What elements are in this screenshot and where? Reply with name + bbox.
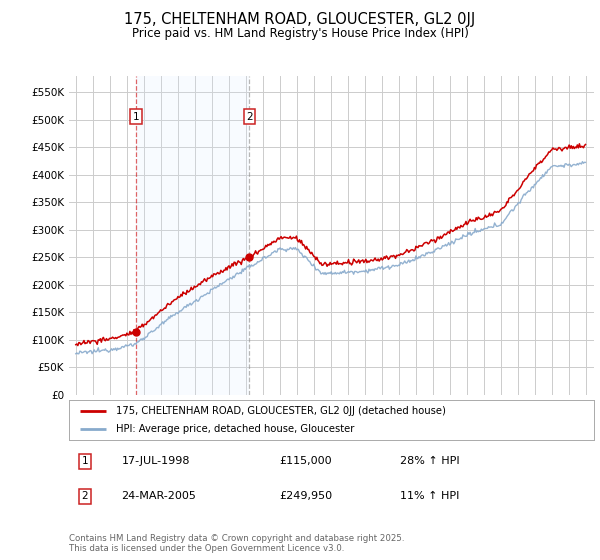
Text: 1: 1 [133, 112, 139, 122]
Text: 1: 1 [82, 456, 88, 466]
Text: 24-MAR-2005: 24-MAR-2005 [121, 491, 196, 501]
Text: HPI: Average price, detached house, Gloucester: HPI: Average price, detached house, Glou… [116, 424, 355, 434]
Bar [136, 76, 250, 395]
Text: 175, CHELTENHAM ROAD, GLOUCESTER, GL2 0JJ (detached house): 175, CHELTENHAM ROAD, GLOUCESTER, GL2 0J… [116, 406, 446, 416]
Text: 28% ↑ HPI: 28% ↑ HPI [400, 456, 460, 466]
Text: Contains HM Land Registry data © Crown copyright and database right 2025.
This d: Contains HM Land Registry data © Crown c… [69, 534, 404, 553]
Text: £249,950: £249,950 [279, 491, 332, 501]
Text: Price paid vs. HM Land Registry's House Price Index (HPI): Price paid vs. HM Land Registry's House … [131, 27, 469, 40]
Text: 2: 2 [82, 491, 88, 501]
Text: 17-JUL-1998: 17-JUL-1998 [121, 456, 190, 466]
Text: 11% ↑ HPI: 11% ↑ HPI [400, 491, 459, 501]
Text: 2: 2 [246, 112, 253, 122]
Text: £115,000: £115,000 [279, 456, 332, 466]
Text: 175, CHELTENHAM ROAD, GLOUCESTER, GL2 0JJ: 175, CHELTENHAM ROAD, GLOUCESTER, GL2 0J… [124, 12, 476, 27]
